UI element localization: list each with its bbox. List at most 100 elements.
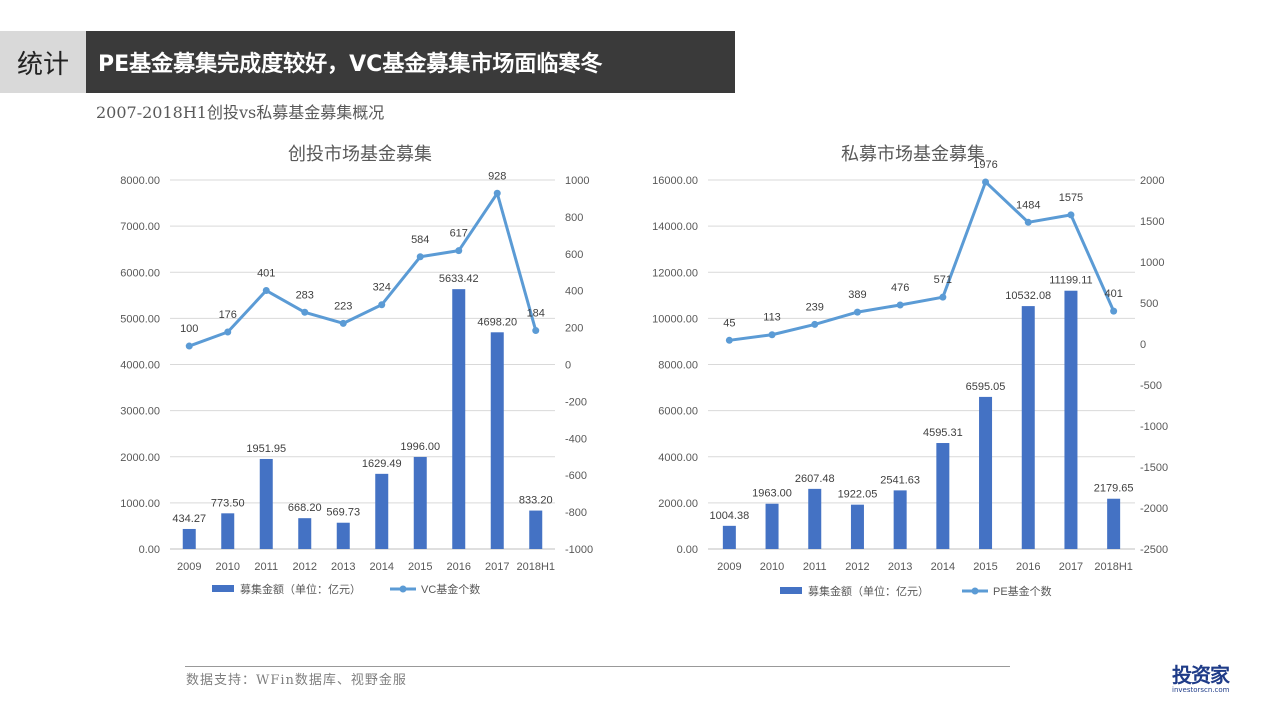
y-left-tick-label: 8000.00 [120,175,160,187]
bar-data-label: 1629.49 [362,458,402,470]
line-data-label: 100 [180,323,198,335]
bar [893,490,907,549]
line-series [729,180,1116,342]
y-right-tick-label: 500 [1140,298,1158,310]
line-point [1110,307,1118,315]
y-left-tick-label: 1000.00 [120,498,160,510]
x-tick-label: 2018H1 [1094,561,1133,573]
line-data-label: 617 [450,228,468,240]
bar [452,289,466,549]
chart-title: 私募市场基金募集 [841,144,985,165]
bar [375,473,389,549]
y-left-tick-label: 6000.00 [120,267,160,279]
bar-data-label: 1004.38 [709,510,749,522]
title-bar: PE基金募集完成度较好，VC基金募集市场面临寒冬 [86,31,735,93]
x-tick-label: 2009 [177,561,201,573]
line-data-label: 1575 [1059,192,1083,204]
section-label: 统计 [0,31,86,93]
bar [1064,290,1078,549]
x-tick-label: 2012 [845,561,869,573]
line-data-label: 401 [1104,288,1122,300]
page-subtitle: 2007-2018H1创投vs私募基金募集概况 [96,103,385,122]
line-data-label: 184 [527,308,545,320]
line-point [982,178,990,186]
line-data-label: 45 [723,317,735,329]
x-tick-label: 2016 [447,561,471,573]
bar-data-label: 1922.05 [838,489,878,501]
x-tick-label: 2017 [485,561,509,573]
legend-line-label: VC基金个数 [421,582,480,596]
bar-data-label: 4595.31 [923,427,963,439]
line-point [339,319,347,327]
line-point [853,308,861,316]
line-point [1067,211,1075,219]
y-right-tick-label: -2500 [1140,544,1168,556]
y-right-tick-label: -1500 [1140,462,1168,474]
line-point [224,328,232,336]
y-left-tick-label: 0.00 [677,544,698,556]
y-left-tick-label: 0.00 [139,544,160,556]
line-data-label: 928 [488,170,506,182]
x-tick-label: 2010 [760,561,784,573]
bar [850,504,864,549]
pe-chart-svg: 私募市场基金募集 0.00 2000.00 4000.00 6000.00 8000.00… [652,144,1168,598]
bar [722,525,736,549]
line-point [455,247,463,255]
footer-divider [185,666,1010,667]
bar [490,332,504,549]
x-tick-label: 2014 [370,561,394,573]
y-right-tick-label: -1000 [565,544,593,556]
line-point [416,253,424,261]
data-source: 数据支持：WFin数据库、视野金服 [186,673,407,688]
y-right-tick-label: 800 [565,212,583,224]
legend-line-label: PE基金个数 [993,584,1052,598]
line-data-label: 476 [891,282,909,294]
line-data-label: 176 [219,309,237,321]
line-data-label: 1976 [973,159,997,171]
x-tick-label: 2013 [888,561,912,573]
line-point [939,293,947,301]
bar-data-label: 668.20 [288,502,322,514]
x-tick-label: 2009 [717,561,741,573]
line-point [378,301,386,309]
y-right-tick-label: 1000 [1140,257,1164,269]
bar-data-label: 4698.20 [477,316,517,328]
line-data-label: 401 [257,268,275,280]
y-right-tick-label: 0 [1140,339,1146,351]
legend-bar-label: 募集金额（单位：亿元） [808,584,929,598]
bar [182,528,196,549]
line-point [725,336,733,344]
bar-data-label: 5633.42 [439,273,479,285]
line-data-label: 283 [296,289,314,301]
bar [529,510,543,549]
y-left-tick-label: 3000.00 [120,406,160,418]
y-right-tick-label: -600 [565,470,587,482]
y-left-tick-label: 10000.00 [652,313,698,325]
brand-logo: 投资家 investorscn.com [1172,664,1256,698]
y-left-tick-label: 5000.00 [120,313,160,325]
y-left-tick-label: 12000.00 [652,267,698,279]
y-right-tick-label: -800 [565,507,587,519]
bar-data-label: 1963.00 [752,488,792,500]
y-right-tick-label: 400 [565,286,583,298]
bar-data-label: 1996.00 [400,441,440,453]
line-data-label: 113 [763,312,781,324]
line-series [188,191,538,348]
legend-bar-label: 募集金额（单位：亿元） [240,582,361,596]
line-data-label: 324 [373,282,391,294]
y-left-tick-label: 6000.00 [658,406,698,418]
line-data-label: 1484 [1016,199,1040,211]
y-right-tick-label: 2000 [1140,175,1164,187]
x-tick-label: 2018H1 [516,561,555,573]
line-data-label: 239 [806,301,824,313]
y-right-tick-label: -500 [1140,380,1162,392]
line-point [262,287,270,295]
y-left-tick-label: 16000.00 [652,175,698,187]
line-point [301,308,309,316]
page-title: PE基金募集完成度较好，VC基金募集市场面临寒冬 [98,52,603,77]
bar-data-label: 2541.63 [880,474,920,486]
bar [765,503,779,549]
y-right-tick-label: -1000 [1140,421,1168,433]
bar [1021,306,1035,549]
bar [979,396,993,549]
